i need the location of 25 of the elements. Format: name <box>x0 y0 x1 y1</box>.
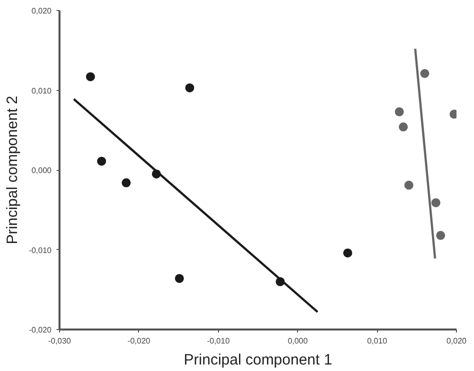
point <box>122 178 131 188</box>
x-axis-title: Principal component 1 <box>184 352 332 368</box>
x-tick-label: -0,030 <box>48 336 72 346</box>
y-tick-label: 0,020 <box>31 6 52 16</box>
point <box>398 122 408 132</box>
x-tick-label: -0,020 <box>128 336 151 346</box>
x-tick-label: -0,010 <box>206 336 230 346</box>
point <box>343 248 352 258</box>
point <box>394 107 404 116</box>
x-tick-label: 0,000 <box>288 336 308 346</box>
point <box>404 180 414 190</box>
x-tick-label: 0,010 <box>367 336 388 346</box>
y-tick-label: -0,020 <box>28 326 52 334</box>
point <box>420 69 430 78</box>
x-tick-label: 0,020 <box>446 336 468 346</box>
y-tick-label: 0,010 <box>31 86 52 96</box>
point <box>86 72 95 82</box>
point <box>97 156 106 166</box>
point <box>431 198 440 208</box>
point <box>174 274 184 283</box>
point <box>185 83 194 92</box>
y-tick-label: 0,000 <box>31 166 52 175</box>
y-axis-title: Principal component 2 <box>4 96 21 244</box>
point <box>436 230 446 240</box>
y-tick-label: -0,010 <box>28 246 52 255</box>
